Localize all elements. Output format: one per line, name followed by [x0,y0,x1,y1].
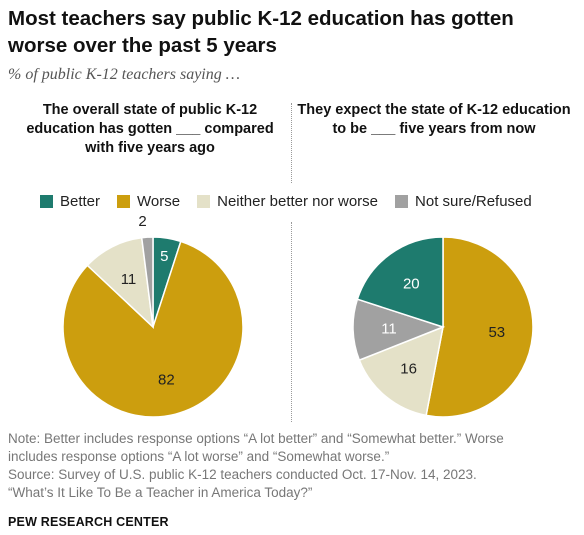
right-label-worse: 53 [488,324,505,341]
chart-note: Note: Better includes response options “… [8,430,578,502]
right-pie-title: They expect the state of K-12 education … [297,102,571,137]
legend-item-neither: Neither better nor worse [197,193,378,210]
right-label-not-sure: 11 [381,321,397,338]
panel-divider-top [291,103,292,183]
right-pie-chart: 53 16 11 20 [352,236,534,418]
legend-swatch-better [40,194,53,208]
note-line-1: Note: Better includes response options “… [8,431,504,446]
source-line-2: “What’s It Like To Be a Teacher in Ameri… [8,485,313,500]
legend-item-not-sure: Not sure/Refused [395,193,532,210]
source-line-1: Source: Survey of U.S. public K-12 teach… [8,467,477,482]
pew-logo-text: PEW RESEARCH CENTER [8,515,169,529]
legend-label-worse: Worse [137,192,181,210]
left-slice-not-sure [140,236,154,328]
legend-swatch-not-sure [395,194,409,208]
legend-swatch-worse [117,194,131,208]
legend-item-worse: Worse [117,193,180,210]
panel-divider-bottom [291,222,292,422]
legend: Better Worse Neither better nor worse No… [40,190,532,212]
chart-subtitle: % of public K-12 teachers saying … [8,66,240,83]
left-label-better: 5 [160,248,168,265]
legend-item-better: Better [40,193,100,210]
right-slice-worse [425,236,534,418]
legend-swatch-neither [197,194,211,208]
legend-label-neither: Neither better nor worse [217,192,379,210]
legend-label-better: Better [60,192,101,210]
left-label-worse: 82 [158,371,175,388]
left-pie-title: The overall state of public K-12 educati… [26,102,274,156]
legend-label-not-sure: Not sure/Refused [415,192,532,210]
right-slice-better [356,236,444,329]
chart-title: Most teachers say public K-12 education … [8,7,514,57]
left-pie-chart: 5 82 11 2 [62,213,244,418]
note-line-2: includes response options “A lot worse” … [8,449,390,464]
left-label-not-sure: 2 [138,213,146,230]
right-slice-neither [358,325,444,417]
right-label-better: 20 [403,275,420,292]
left-label-neither: 11 [121,271,137,288]
right-label-neither: 16 [400,361,417,378]
